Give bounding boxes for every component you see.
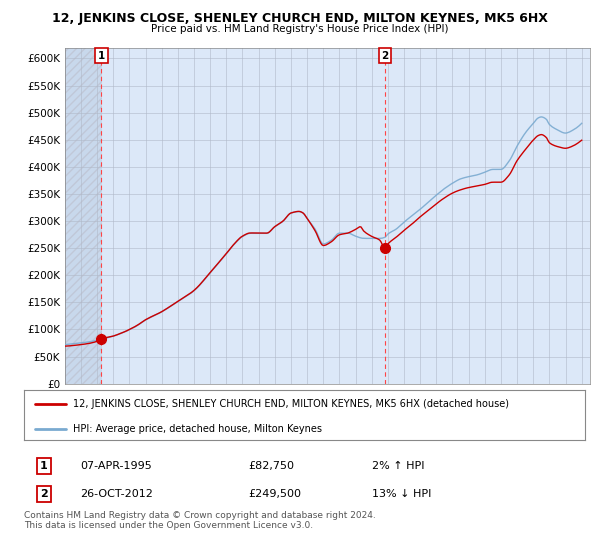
Text: 1: 1 [98, 51, 105, 60]
Text: 2% ↑ HPI: 2% ↑ HPI [372, 461, 424, 471]
Text: 13% ↓ HPI: 13% ↓ HPI [372, 489, 431, 499]
Text: 1: 1 [40, 461, 47, 471]
Text: 2: 2 [382, 51, 389, 60]
Text: 2: 2 [40, 489, 47, 499]
Bar [65, 48, 102, 384]
Text: 12, JENKINS CLOSE, SHENLEY CHURCH END, MILTON KEYNES, MK5 6HX: 12, JENKINS CLOSE, SHENLEY CHURCH END, M… [52, 12, 548, 25]
Text: £82,750: £82,750 [248, 461, 295, 471]
Text: Price paid vs. HM Land Registry's House Price Index (HPI): Price paid vs. HM Land Registry's House … [151, 24, 449, 34]
Text: HPI: Average price, detached house, Milton Keynes: HPI: Average price, detached house, Milt… [73, 424, 322, 434]
Text: 12, JENKINS CLOSE, SHENLEY CHURCH END, MILTON KEYNES, MK5 6HX (detached house): 12, JENKINS CLOSE, SHENLEY CHURCH END, M… [73, 399, 509, 409]
Text: 26-OCT-2012: 26-OCT-2012 [80, 489, 153, 499]
Text: Contains HM Land Registry data © Crown copyright and database right 2024.
This d: Contains HM Land Registry data © Crown c… [24, 511, 376, 530]
Text: £249,500: £249,500 [248, 489, 301, 499]
Text: 07-APR-1995: 07-APR-1995 [80, 461, 152, 471]
